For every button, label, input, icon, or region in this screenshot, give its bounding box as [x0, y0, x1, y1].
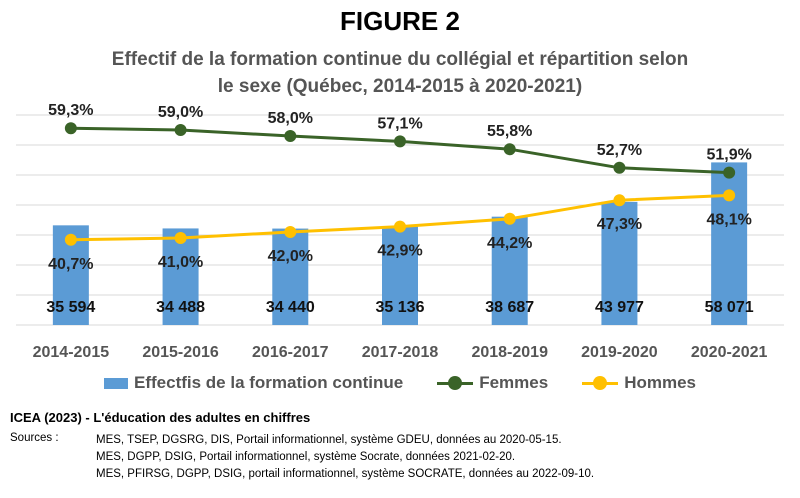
- figure-subtitle: Effectif de la formation continue du col…: [60, 46, 740, 100]
- figure-footer: ICEA (2023) - L'éducation des adultes en…: [10, 410, 790, 483]
- data-point: [394, 135, 406, 148]
- data-point: [284, 130, 297, 142]
- source-line: MES, DGPP, DSIG, Portail informationnel,…: [96, 451, 516, 463]
- data-label-hommes: 40,7%: [48, 256, 93, 273]
- bar: [491, 216, 528, 325]
- data-point: [723, 166, 736, 179]
- data-point: [613, 161, 626, 174]
- x-tick-label: 2016-2017: [252, 344, 329, 361]
- credit-line: ICEA (2023) - L'éducation des adultes en…: [10, 410, 311, 425]
- sources-list: MES, TSEP, DGSRG, DIS, Portail informati…: [96, 432, 594, 483]
- legend-label-hommes: Hommes: [624, 373, 696, 392]
- legend-item-hommes: Hommes: [582, 373, 696, 393]
- x-axis: 2014-2015 2015-2016 2016-2017 2017-2018 2018…: [33, 344, 768, 361]
- data-label-femmes: 58,0%: [268, 110, 313, 127]
- figure-subtitle-line-1: Effectif de la formation continue du col…: [111, 49, 689, 70]
- x-tick-label: 2017-2018: [362, 344, 439, 361]
- data-label-femmes: 57,1%: [377, 115, 422, 132]
- data-label-hommes: 48,1%: [706, 211, 751, 228]
- legend-item-effectifs: Effectfis de la formation continue: [104, 373, 403, 393]
- bar: [162, 228, 199, 325]
- x-tick-label: 2020-2021: [691, 344, 768, 361]
- data-point: [503, 143, 516, 156]
- legend-swatch-hommes: [582, 376, 619, 390]
- data-labels: 59,3% 59,0% 58,0% 57,1% 55,8% 52,7% 51,9% 40,7%…: [46, 102, 753, 316]
- data-label-bar: 34 440: [266, 299, 315, 316]
- bar: [601, 201, 638, 325]
- data-label-hommes: 42,0%: [268, 248, 313, 265]
- data-label-femmes: 52,7%: [597, 142, 642, 159]
- data-label-femmes: 55,8%: [487, 123, 532, 140]
- chart: 59,3% 59,0% 58,0% 57,1% 55,8% 52,7% 51,9% 40,7%…: [16, 102, 784, 361]
- data-point: [174, 124, 187, 136]
- data-point: [284, 226, 297, 238]
- bar: [272, 228, 309, 325]
- data-label-femmes: 51,9%: [706, 147, 751, 164]
- data-label-hommes: 47,3%: [597, 216, 642, 233]
- source-line: MES, TSEP, DGSRG, DIS, Portail informati…: [96, 434, 562, 446]
- figure-title: FIGURE 2: [340, 6, 460, 36]
- x-tick-label: 2018-2019: [471, 344, 548, 361]
- data-label-hommes: 42,9%: [377, 243, 422, 260]
- data-label-hommes: 44,2%: [487, 235, 532, 252]
- data-point: [723, 189, 736, 202]
- figure-subtitle-line-2: le sexe (Québec, 2014-2015 à 2020-2021): [217, 76, 583, 97]
- bar: [382, 226, 418, 325]
- legend-label-femmes: Femmes: [479, 373, 549, 392]
- data-point: [64, 122, 77, 135]
- data-label-bar: 35 136: [376, 299, 425, 316]
- x-tick-label: 2014-2015: [33, 344, 110, 361]
- data-point: [613, 194, 626, 207]
- data-label-bar: 34 488: [156, 299, 205, 316]
- chart-legend: Effectfis de la formation continue Femme…: [0, 372, 800, 394]
- data-label-femmes: 59,3%: [48, 102, 93, 119]
- legend-swatch-bar: [104, 377, 128, 389]
- data-point: [174, 232, 187, 244]
- line-series: [64, 122, 736, 246]
- data-point: [503, 212, 516, 225]
- data-label-femmes: 59,0%: [158, 104, 203, 121]
- sources-block: Sources : MES, TSEP, DGSRG, DIS, Portail…: [10, 432, 790, 483]
- data-point: [394, 220, 406, 233]
- data-label-bar: 38 687: [485, 299, 534, 316]
- x-tick-label: 2019-2020: [581, 344, 658, 361]
- data-point: [64, 233, 77, 246]
- legend-label-effectifs: Effectfis de la formation continue: [134, 373, 404, 392]
- x-tick-label: 2015-2016: [142, 344, 219, 361]
- legend-item-femmes: Femmes: [437, 373, 548, 393]
- data-label-hommes: 41,0%: [158, 254, 203, 271]
- data-label-bar: 43 977: [595, 299, 644, 316]
- data-label-bar: 35 594: [46, 299, 95, 316]
- sources-label: Sources :: [10, 432, 59, 444]
- data-label-bar: 58 071: [705, 299, 754, 316]
- source-line: MES, PFIRSG, DGPP, DSIG, portail informa…: [96, 468, 595, 480]
- legend-swatch-femmes: [437, 376, 474, 390]
